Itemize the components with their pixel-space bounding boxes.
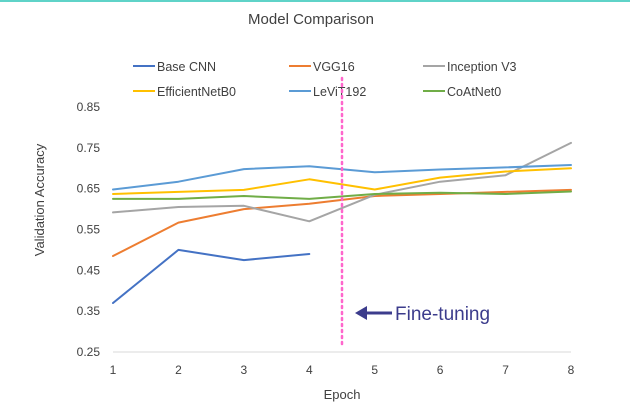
y-axis-label: Validation Accuracy	[32, 143, 47, 256]
legend-label: LeViT192	[313, 85, 366, 99]
y-tick-label: 0.25	[77, 345, 101, 359]
x-tick-label: 2	[175, 363, 182, 377]
x-tick-label: 3	[241, 363, 248, 377]
y-tick-label: 0.55	[77, 223, 101, 237]
y-tick-label: 0.35	[77, 304, 101, 318]
x-axis-label: Epoch	[324, 387, 361, 402]
top-accent-line	[0, 0, 630, 2]
x-tick-label: 8	[568, 363, 575, 377]
fine-tuning-arrow-head	[355, 306, 367, 320]
y-tick-label: 0.65	[77, 182, 101, 196]
x-tick-label: 1	[110, 363, 117, 377]
series-line-efficientnetb0	[112, 167, 572, 195]
legend-label: CoAtNet0	[447, 85, 501, 99]
chart-title: Model Comparison	[248, 11, 374, 28]
legend-label: Base CNN	[157, 60, 216, 74]
y-tick-label: 0.85	[77, 100, 101, 114]
legend-label: VGG16	[313, 60, 355, 74]
x-tick-label: 7	[502, 363, 509, 377]
legend-label: Inception V3	[447, 60, 517, 74]
series-line-inception-v3	[112, 141, 572, 223]
series-line-base-cnn	[112, 248, 311, 304]
y-tick-label: 0.45	[77, 263, 101, 277]
y-tick-label: 0.75	[77, 141, 101, 155]
fine-tuning-label: Fine-tuning	[395, 304, 490, 325]
x-tick-label: 5	[371, 363, 378, 377]
x-tick-label: 6	[437, 363, 444, 377]
x-tick-label: 4	[306, 363, 313, 377]
legend-label: EfficientNetB0	[157, 85, 236, 99]
series-line-coatnet0	[112, 190, 572, 200]
